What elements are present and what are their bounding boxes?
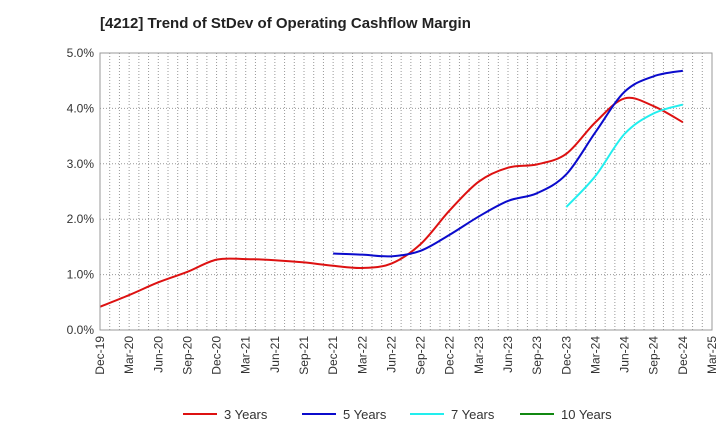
x-axis-ticks: Dec-19 Mar-20 Jun-20 Sep-20 Dec-20 Mar-21 Jun-…	[93, 336, 719, 375]
x-tick-label: Sep-23	[530, 336, 544, 375]
x-tick-label: Dec-24	[676, 336, 690, 375]
series-line-3-years	[99, 96, 684, 308]
legend-label: 7 Years	[451, 407, 495, 422]
y-tick-label: 1.0%	[67, 268, 95, 282]
x-tick-label: Sep-20	[180, 336, 194, 375]
x-tick-label: Sep-24	[647, 336, 661, 375]
x-tick-label: Sep-21	[297, 336, 311, 375]
y-tick-label: 0.0%	[67, 323, 95, 337]
y-tick-label: 2.0%	[67, 212, 95, 226]
y-tick-label: 4.0%	[67, 101, 95, 115]
y-tick-label: 3.0%	[67, 157, 95, 171]
x-tick-label: Mar-23	[472, 336, 486, 374]
series-line-7-years	[565, 103, 684, 208]
x-tick-label: Sep-22	[414, 336, 428, 375]
x-tick-label: Jun-23	[501, 336, 515, 373]
chart-title: [4212] Trend of StDev of Operating Cashf…	[100, 15, 471, 32]
x-tick-label: Jun-20	[151, 336, 165, 373]
x-tick-label: Mar-21	[239, 336, 253, 374]
x-tick-label: Mar-20	[122, 336, 136, 374]
x-tick-label: Mar-22	[355, 336, 369, 374]
x-tick-label: Mar-25	[705, 336, 719, 374]
legend: 3 Years 5 Years 7 Years 10 Years	[183, 407, 612, 422]
plot-area	[100, 53, 712, 330]
legend-label: 5 Years	[343, 407, 387, 422]
x-tick-label: Dec-22	[443, 336, 457, 375]
plot-border	[99, 52, 713, 331]
y-tick-label: 5.0%	[67, 46, 95, 60]
legend-label: 3 Years	[224, 407, 268, 422]
x-tick-label: Dec-20	[210, 336, 224, 375]
series-lines	[99, 69, 684, 308]
x-tick-label: Jun-22	[384, 336, 398, 373]
grid-lines	[100, 53, 712, 330]
x-tick-label: Jun-24	[618, 336, 632, 373]
y-axis-ticks: 0.0% 1.0% 2.0% 3.0% 4.0% 5.0%	[67, 46, 95, 337]
x-tick-label: Dec-23	[559, 336, 573, 375]
x-tick-label: Dec-21	[326, 336, 340, 375]
series-line-5-years	[333, 69, 684, 258]
legend-label: 10 Years	[561, 407, 612, 422]
x-tick-label: Jun-21	[268, 336, 282, 373]
x-tick-label: Dec-19	[93, 336, 107, 375]
x-tick-label: Mar-24	[588, 336, 602, 374]
